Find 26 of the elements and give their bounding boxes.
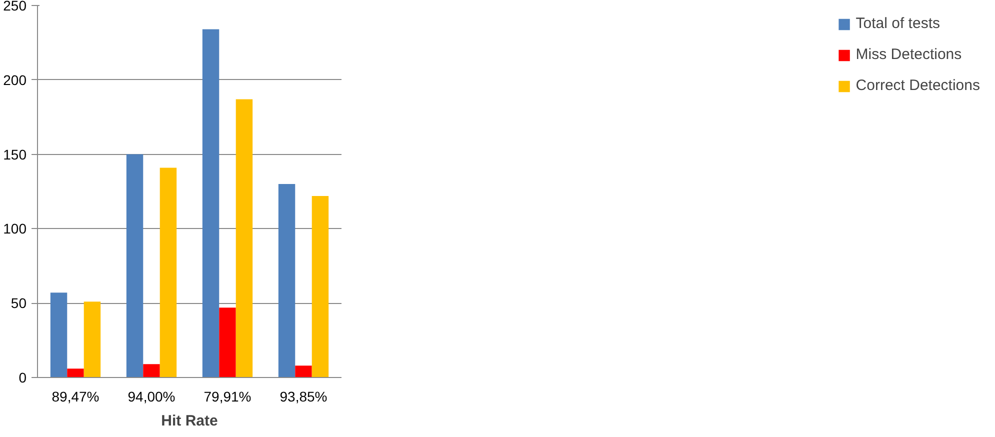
legend-label: Miss Detections — [856, 46, 962, 63]
bar — [295, 366, 312, 378]
legend-label: Total of tests — [856, 15, 940, 32]
bar — [84, 302, 101, 378]
y-tick-label: 150 — [3, 146, 27, 162]
x-axis-title: Hit Rate — [161, 412, 218, 430]
bar — [143, 364, 160, 378]
bar — [312, 196, 329, 378]
bar — [236, 99, 253, 378]
bar — [160, 168, 177, 378]
x-tick-label: 93,85% — [280, 388, 328, 404]
bar — [67, 368, 84, 378]
bar — [50, 292, 68, 378]
y-tick-label: 50 — [10, 295, 27, 312]
bar — [126, 154, 144, 378]
bar — [202, 29, 220, 378]
x-tick-label: 79,91% — [204, 388, 252, 404]
y-tick-label: 0 — [18, 370, 27, 386]
bar — [219, 308, 236, 378]
y-tick-label: 100 — [3, 220, 27, 237]
legend-label: Correct Detections — [856, 77, 980, 94]
y-tick-label: 250 — [3, 0, 27, 14]
x-tick-label: 94,00% — [128, 388, 176, 404]
x-tick-label: 89,47% — [52, 388, 100, 404]
y-tick-label: 200 — [3, 72, 27, 88]
bar — [278, 184, 296, 378]
